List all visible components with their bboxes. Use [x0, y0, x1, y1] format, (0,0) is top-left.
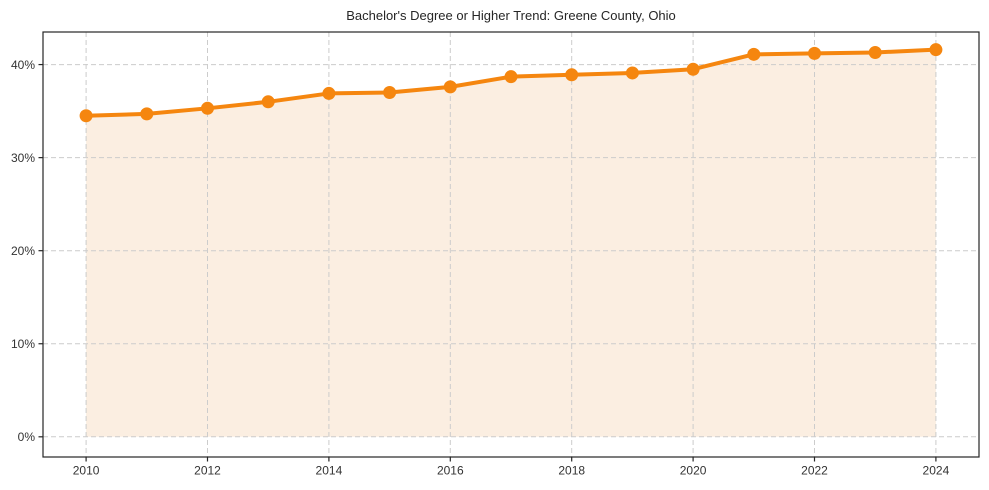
x-tick-label: 2024 — [923, 464, 950, 478]
x-tick-label: 2012 — [194, 464, 221, 478]
data-point-marker — [79, 109, 93, 123]
data-point-marker — [565, 68, 579, 82]
y-tick-label: 40% — [11, 58, 35, 72]
y-tick-label: 0% — [18, 430, 36, 444]
x-tick-label: 2020 — [680, 464, 707, 478]
data-point-marker — [868, 45, 882, 59]
data-point-marker — [443, 80, 457, 94]
area-fill — [86, 49, 936, 437]
y-tick-label: 10% — [11, 337, 35, 351]
data-point-marker — [261, 95, 275, 109]
x-tick-label: 2010 — [73, 464, 100, 478]
x-tick-label: 2022 — [801, 464, 828, 478]
data-point-marker — [747, 47, 761, 61]
y-tick-label: 30% — [11, 151, 35, 165]
data-point-marker — [686, 62, 700, 76]
x-tick-label: 2016 — [437, 464, 464, 478]
y-tick-label: 20% — [11, 244, 35, 258]
x-tick-label: 2014 — [316, 464, 343, 478]
data-point-marker — [322, 86, 336, 100]
data-point-marker — [625, 66, 639, 80]
data-point-marker — [200, 101, 214, 115]
data-point-marker — [929, 43, 943, 57]
data-point-marker — [808, 46, 822, 60]
data-point-marker — [383, 85, 397, 99]
data-point-marker — [140, 107, 154, 121]
plot-border — [42, 31, 980, 458]
data-point-marker — [504, 70, 518, 84]
x-tick-label: 2018 — [558, 464, 585, 478]
chart-title: Bachelor's Degree or Higher Trend: Green… — [346, 8, 676, 23]
